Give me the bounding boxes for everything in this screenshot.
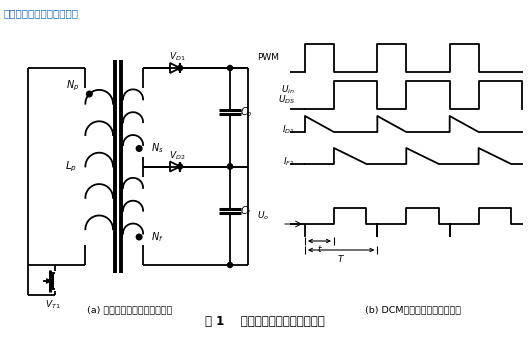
- Circle shape: [136, 234, 142, 240]
- Circle shape: [227, 66, 233, 70]
- Text: $U_{DS}$: $U_{DS}$: [278, 94, 295, 106]
- Circle shape: [178, 66, 182, 70]
- Text: $T$: $T$: [337, 253, 345, 264]
- Text: $N_s$: $N_s$: [151, 141, 164, 155]
- Text: $C_o$: $C_o$: [240, 105, 252, 119]
- Text: 隔离电源示意图如图所示。: 隔离电源示意图如图所示。: [4, 8, 79, 18]
- Text: $t$: $t$: [316, 243, 322, 255]
- Text: $N_f$: $N_f$: [151, 230, 164, 244]
- Text: $N_p$: $N_p$: [66, 79, 80, 93]
- Text: (a) 反激式变压器的工作原理图: (a) 反激式变压器的工作原理图: [87, 306, 173, 315]
- Text: $U_o$: $U_o$: [257, 210, 269, 222]
- Circle shape: [227, 164, 233, 169]
- Text: $I_{F1}$: $I_{F1}$: [283, 156, 295, 168]
- Circle shape: [136, 146, 142, 151]
- Text: $V_{T1}$: $V_{T1}$: [45, 299, 61, 311]
- Circle shape: [86, 91, 92, 97]
- Text: $U_{in}$: $U_{in}$: [281, 84, 295, 96]
- Text: PWM: PWM: [257, 53, 279, 63]
- Text: $V_{D2}$: $V_{D2}$: [169, 149, 185, 162]
- Text: (b) DCM模式下电压、电流波形: (b) DCM模式下电压、电流波形: [365, 306, 461, 315]
- Text: 图 1    反激式变压器的工作原理图: 图 1 反激式变压器的工作原理图: [205, 315, 325, 328]
- Text: $V_{D1}$: $V_{D1}$: [169, 51, 185, 63]
- Circle shape: [227, 164, 233, 169]
- Text: $I_{D1}$: $I_{D1}$: [282, 124, 295, 136]
- Circle shape: [227, 262, 233, 268]
- Circle shape: [178, 164, 182, 169]
- Text: $L_p$: $L_p$: [65, 159, 77, 174]
- Text: $C_f$: $C_f$: [240, 204, 252, 218]
